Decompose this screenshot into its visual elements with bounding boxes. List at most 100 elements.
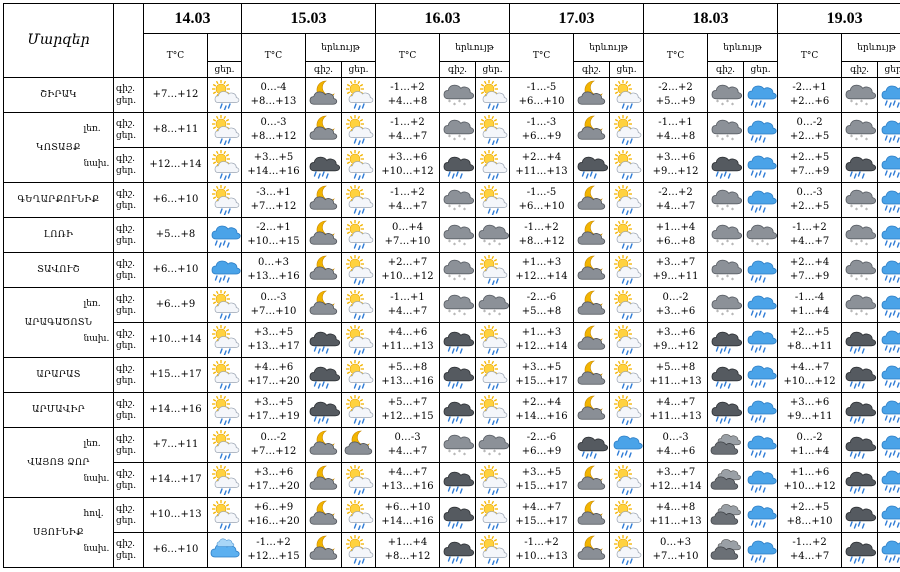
svg-text:*: * xyxy=(448,134,451,141)
dark-cloud-icon xyxy=(305,322,342,358)
moon-cloud-icon xyxy=(305,287,342,323)
svg-text:*: * xyxy=(458,309,461,316)
cloudy-blue-icon xyxy=(207,532,242,568)
moon-cloud-icon xyxy=(305,497,342,533)
day-temp: +14…+16 xyxy=(515,411,568,422)
sun-cloud-rain-icon xyxy=(340,77,377,113)
svg-text:*: * xyxy=(458,274,461,281)
svg-text:*: * xyxy=(483,309,486,316)
night-temp: +2…+5 xyxy=(789,502,830,513)
sun-cloud-rain-icon xyxy=(340,462,377,498)
cloudy-icon xyxy=(707,427,745,463)
svg-text:*: * xyxy=(463,452,466,459)
svg-text:*: * xyxy=(855,277,858,284)
temp-header: T°C xyxy=(143,33,208,78)
temperature-cell: +5…+8 +11…+13 xyxy=(643,357,709,393)
temperature-cell: +12…+14 xyxy=(143,147,208,183)
day-temp: +11…+13 xyxy=(649,516,702,527)
rain-cloud-icon xyxy=(207,217,242,253)
day-label: ցեր. xyxy=(116,341,137,351)
region-name: ԱՐԱՐԱՏ xyxy=(3,357,114,393)
temperature-cell: +14…+17 xyxy=(143,462,208,498)
day-temp: +12…+14 xyxy=(515,341,568,352)
svg-text:*: * xyxy=(498,242,501,249)
table-row: ՇԻՐԱԿ գիշ. ցեր. +7…+12 0…-4 +8…+13 -1…+2 +4…+8 *… xyxy=(3,77,900,113)
day-temp: +17…+20 xyxy=(247,376,300,387)
svg-text:*: * xyxy=(448,274,451,281)
rain-cloud-icon xyxy=(743,322,779,358)
night-temp: +4…+7 xyxy=(521,502,562,513)
temperature-cell: +4…+6 +17…+20 xyxy=(241,357,306,393)
svg-text:*: * xyxy=(726,99,729,106)
temperature-cell: +6…+10 xyxy=(143,532,208,568)
rain-cloud-icon xyxy=(877,497,900,533)
svg-text:*: * xyxy=(731,312,734,319)
day-temp: +15…+17 xyxy=(515,516,568,527)
svg-text:*: * xyxy=(766,242,769,249)
day-temp: +10…+15 xyxy=(247,236,300,247)
sun-cloud-rain-icon xyxy=(340,392,377,428)
night-temp: -1…+1 xyxy=(390,292,425,303)
row-label-cell: գիշ. ցեր. xyxy=(113,462,144,498)
night-temp: +4…+6 xyxy=(387,327,428,338)
temperature-cell: 0…+3 +7…+10 xyxy=(643,532,709,568)
night-temp: +4…+8 xyxy=(655,502,696,513)
row-label-cell: գիշ. ցեր. xyxy=(113,77,144,113)
night-temp: +3…+6 xyxy=(655,152,696,163)
temperature-cell: -1…+1 +4…+7 xyxy=(375,287,441,323)
temperature-cell: 0…-3 +4…+6 xyxy=(643,427,709,463)
date-header: 17.03 xyxy=(509,3,645,34)
night-temp: +3…+7 xyxy=(655,467,696,478)
rain-cloud-icon xyxy=(877,322,900,358)
temperature-cell: +7…+12 xyxy=(143,77,208,113)
table-row: գիշ. ցեր. +12…+14 +3…+5 +14…+16 +3…+6 +10…+12 +… xyxy=(4,147,900,183)
day-temp: +7…+10 xyxy=(250,306,297,317)
temperature-cell: +7…+11 xyxy=(143,427,208,463)
day-temp: +14…+17 xyxy=(149,474,202,485)
weather-header: երևույթ xyxy=(304,33,377,62)
svg-text:*: * xyxy=(458,449,461,456)
night-temp: +2…+4 xyxy=(789,257,830,268)
day-label: ցեր. xyxy=(116,376,137,386)
sun-cloud-rain-icon xyxy=(340,182,377,218)
dark-cloud-icon xyxy=(841,462,879,498)
sun-cloud-rain-icon xyxy=(475,462,511,498)
night-label: գիշ. xyxy=(116,434,135,444)
night-label: գիշ. xyxy=(116,469,135,479)
table-row: ՎԱՅՈՑ ՁՈՐ գիշ. ցեր. +7…+11 0…-2 +7…+12 0…-3 +4… xyxy=(3,427,900,498)
temperature-cell: +5…+7 +12…+15 xyxy=(375,392,441,428)
night-temp: +5…+7 xyxy=(387,397,428,408)
sun-cloud-rain-icon xyxy=(475,357,511,393)
temperature-cell: +4…+7 +11…+13 xyxy=(643,392,709,428)
cloudy-icon xyxy=(707,462,745,498)
temperature-cell: +1…+3 +12…+14 xyxy=(509,252,575,288)
night-temp: 0…-3 xyxy=(394,432,421,443)
day-label: ցեր. xyxy=(116,201,137,211)
region-name: ՇԻՐԱԿ xyxy=(3,77,114,113)
svg-text:*: * xyxy=(726,204,729,211)
temperature-cell: +2…+5 +7…+9 xyxy=(777,147,843,183)
svg-text:*: * xyxy=(860,134,863,141)
moon-cloud-icon xyxy=(305,252,342,288)
night-temp: -3…+1 xyxy=(256,187,291,198)
night-label: գիշ. xyxy=(116,329,135,339)
svg-text:*: * xyxy=(721,207,724,214)
day-temp: +17…+19 xyxy=(247,411,300,422)
day-temp: +11…+13 xyxy=(649,376,702,387)
svg-text:*: * xyxy=(855,312,858,319)
rain-cloud-icon xyxy=(877,182,900,218)
day-label: ցեր. xyxy=(116,131,137,141)
night-temp: -1…+2 xyxy=(390,82,425,93)
night-label: գիշ. xyxy=(116,224,135,234)
svg-text:*: * xyxy=(453,277,456,284)
moon-cloud-icon xyxy=(573,182,611,218)
temperature-cell: +6…+10 xyxy=(143,252,208,288)
svg-text:*: * xyxy=(463,312,466,319)
sun-cloud-rain-icon xyxy=(609,497,645,533)
temperature-cell: +10…+14 xyxy=(143,322,208,358)
sun-cloud-rain-icon xyxy=(609,322,645,358)
day-label: ցեր. xyxy=(116,166,137,176)
row-label-cell: գիշ. ցեր. xyxy=(113,147,144,183)
night-label: գիշ. xyxy=(116,154,135,164)
moon-cloud-icon xyxy=(305,532,342,568)
